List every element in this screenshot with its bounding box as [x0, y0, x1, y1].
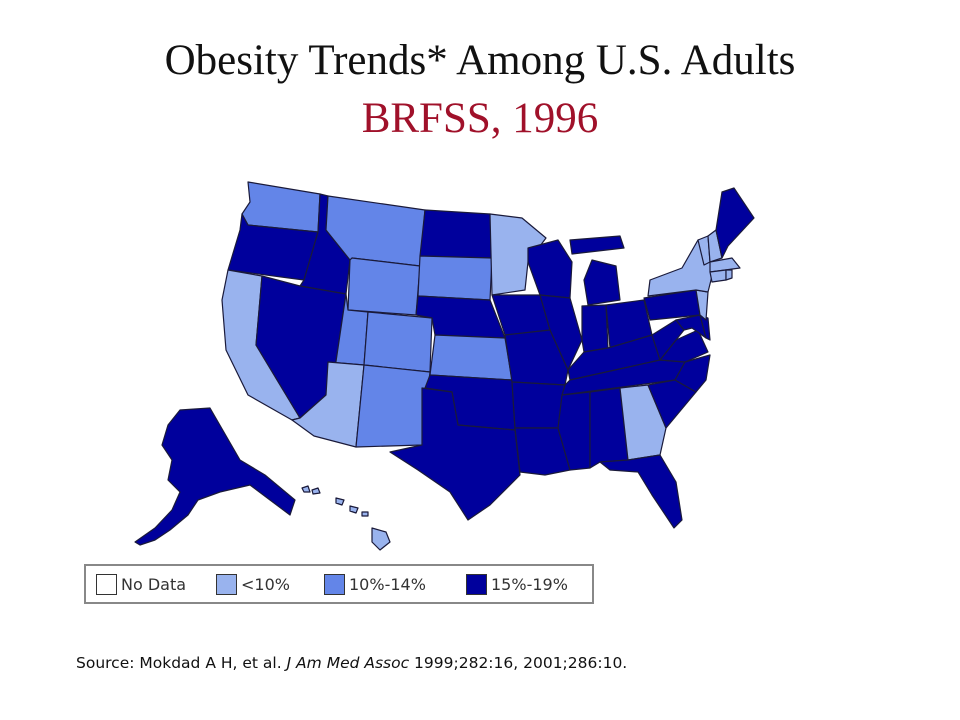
state-AR [511, 381, 566, 429]
us-map-svg [134, 181, 755, 551]
state-GA [619, 384, 667, 461]
state-CT [709, 269, 727, 283]
us-map [100, 170, 760, 560]
state-CO [363, 311, 433, 373]
state-IN [581, 304, 609, 353]
legend-swatch [324, 573, 345, 595]
legend-item-15-19: 15%-19% [466, 572, 568, 596]
state-LA [514, 427, 571, 476]
page-title: Obesity Trends* Among U.S. Adults [164, 37, 796, 84]
legend-label: No Data [121, 574, 187, 594]
state-MI [569, 235, 625, 306]
legend-swatch [216, 573, 237, 595]
state-ME [715, 187, 755, 259]
state-WI [527, 239, 573, 299]
source-journal: J Am Med Assoc [286, 654, 410, 672]
state-MS [557, 391, 591, 471]
state-IL [539, 294, 583, 371]
state-WA [241, 181, 321, 233]
state-ND [419, 209, 493, 259]
state-NM [355, 364, 431, 448]
legend-swatch [96, 573, 117, 595]
map-legend: No Data <10% 10%-14% 15%-19% [84, 564, 594, 604]
source-prefix: Source: Mokdad A H, et al. [76, 654, 287, 672]
state-RI [725, 269, 733, 281]
legend-label: 15%-19% [491, 574, 568, 594]
legend-swatch [466, 573, 487, 595]
legend-item-lt10: <10% [216, 572, 290, 596]
state-TX [389, 387, 521, 521]
state-MO [504, 329, 569, 386]
state-WV [651, 319, 685, 361]
page-subtitle: BRFSS, 1996 [361, 95, 599, 142]
state-HI [301, 485, 391, 551]
state-AK [134, 407, 296, 546]
legend-label: <10% [241, 574, 290, 594]
legend-item-no-data: No Data [96, 572, 186, 596]
state-MA [709, 257, 741, 273]
state-WY [347, 257, 421, 316]
state-FL [599, 454, 683, 529]
legend-label: 10%-14% [349, 574, 426, 594]
state-SD [417, 255, 493, 301]
state-MD [675, 314, 707, 339]
legend-item-10-14: 10%-14% [324, 572, 426, 596]
state-KS [429, 334, 513, 381]
state-NC [674, 354, 711, 393]
source-suffix: 1999;282:16, 2001;286:10. [409, 654, 628, 672]
source-citation: Source: Mokdad A H, et al. J Am Med Asso… [76, 652, 696, 675]
